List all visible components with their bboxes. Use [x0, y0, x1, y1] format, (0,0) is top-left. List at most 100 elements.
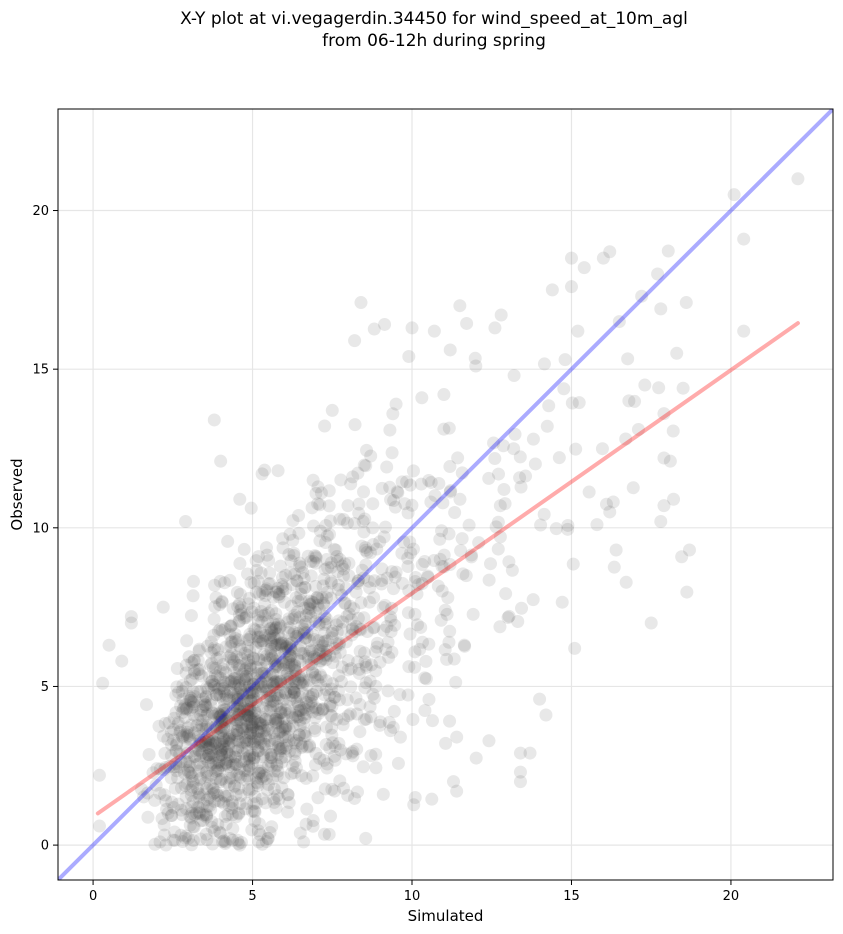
scatter-point — [285, 657, 299, 671]
scatter-point — [194, 771, 208, 785]
scatter-point — [266, 694, 280, 708]
x-tick-label: 20 — [723, 889, 740, 904]
scatter-point — [366, 687, 380, 701]
scatter-point — [179, 658, 193, 672]
scatter-point — [190, 782, 204, 796]
scatter-point — [228, 750, 242, 764]
scatter-point — [276, 731, 290, 745]
scatter-point — [203, 799, 217, 813]
scatter-point — [335, 660, 349, 674]
scatter-point — [271, 713, 285, 727]
scatter-point — [255, 761, 269, 775]
scatter-point — [183, 766, 197, 780]
scatter-point — [308, 670, 322, 684]
scatter-point — [225, 801, 239, 815]
scatter-point — [312, 602, 326, 616]
scatter-point — [214, 826, 228, 840]
scatter-point — [319, 615, 333, 629]
scatter-point — [232, 707, 246, 721]
scatter-point — [159, 760, 173, 774]
scatter-point — [201, 719, 215, 733]
scatter-point — [414, 620, 428, 634]
scatter-point — [242, 633, 256, 647]
scatter-point — [243, 644, 257, 658]
scatter-point — [233, 770, 247, 784]
scatter-point — [204, 768, 218, 782]
scatter-point — [369, 679, 383, 693]
scatter-point — [186, 780, 200, 794]
scatter-point — [286, 612, 300, 626]
scatter-point — [542, 399, 556, 413]
scatter-point — [299, 729, 313, 743]
scatter-point — [443, 460, 457, 474]
scatter-point — [259, 693, 273, 707]
scatter-point — [284, 554, 298, 568]
scatter-point — [402, 349, 416, 363]
scatter-point — [164, 809, 178, 823]
scatter-point — [251, 608, 265, 622]
scatter-point — [271, 714, 285, 728]
scatter-point — [287, 683, 301, 697]
scatter-point — [351, 655, 365, 669]
scatter-point — [403, 535, 417, 549]
scatter-point — [437, 548, 451, 562]
scatter-point — [300, 626, 314, 640]
scatter-point — [258, 680, 272, 694]
scatter-points — [92, 172, 805, 852]
scatter-point — [353, 644, 367, 658]
scatter-point — [251, 574, 265, 588]
scatter-point — [281, 805, 295, 819]
scatter-point — [282, 661, 296, 675]
scatter-point — [205, 693, 219, 707]
scatter-point — [195, 736, 209, 750]
scatter-point — [572, 396, 586, 410]
scatter-point — [209, 661, 223, 675]
scatter-point — [290, 574, 304, 588]
scatter-point — [257, 724, 271, 738]
scatter-point — [379, 642, 393, 656]
scatter-point — [355, 539, 369, 553]
scatter-point — [254, 676, 268, 690]
scatter-point — [352, 506, 366, 520]
scatter-point — [285, 689, 299, 703]
scatter-point — [289, 708, 303, 722]
scatter-point — [230, 693, 244, 707]
scatter-point — [259, 835, 273, 849]
scatter-point — [442, 421, 456, 435]
scatter-point — [212, 794, 226, 808]
scatter-point — [540, 419, 554, 433]
scatter-point — [247, 804, 261, 818]
scatter-point — [174, 781, 188, 795]
scatter-point — [193, 662, 207, 676]
scatter-point — [305, 595, 319, 609]
scatter-point — [319, 653, 333, 667]
scatter-point — [406, 542, 420, 556]
scatter-point — [213, 574, 227, 588]
scatter-point — [221, 732, 235, 746]
scatter-point — [180, 746, 194, 760]
scatter-point — [196, 703, 210, 717]
scatter-point — [295, 619, 309, 633]
scatter-point — [455, 532, 469, 546]
scatter-point — [246, 686, 260, 700]
scatter-point — [261, 783, 275, 797]
scatter-point — [432, 476, 446, 490]
scatter-point — [228, 698, 242, 712]
scatter-point — [456, 567, 470, 581]
scatter-point — [247, 712, 261, 726]
scatter-point — [249, 554, 263, 568]
scatter-point — [174, 724, 188, 738]
scatter-point — [557, 382, 571, 396]
scatter-point — [193, 756, 207, 770]
scatter-point — [302, 658, 316, 672]
scatter-point — [332, 636, 346, 650]
scatter-point — [200, 764, 214, 778]
scatter-point — [286, 682, 300, 696]
scatter-point — [214, 726, 228, 740]
scatter-point — [199, 720, 213, 734]
scatter-point — [240, 726, 254, 740]
scatter-point — [254, 636, 268, 650]
scatter-point — [309, 556, 323, 570]
scatter-point — [202, 748, 216, 762]
scatter-point — [287, 685, 301, 699]
